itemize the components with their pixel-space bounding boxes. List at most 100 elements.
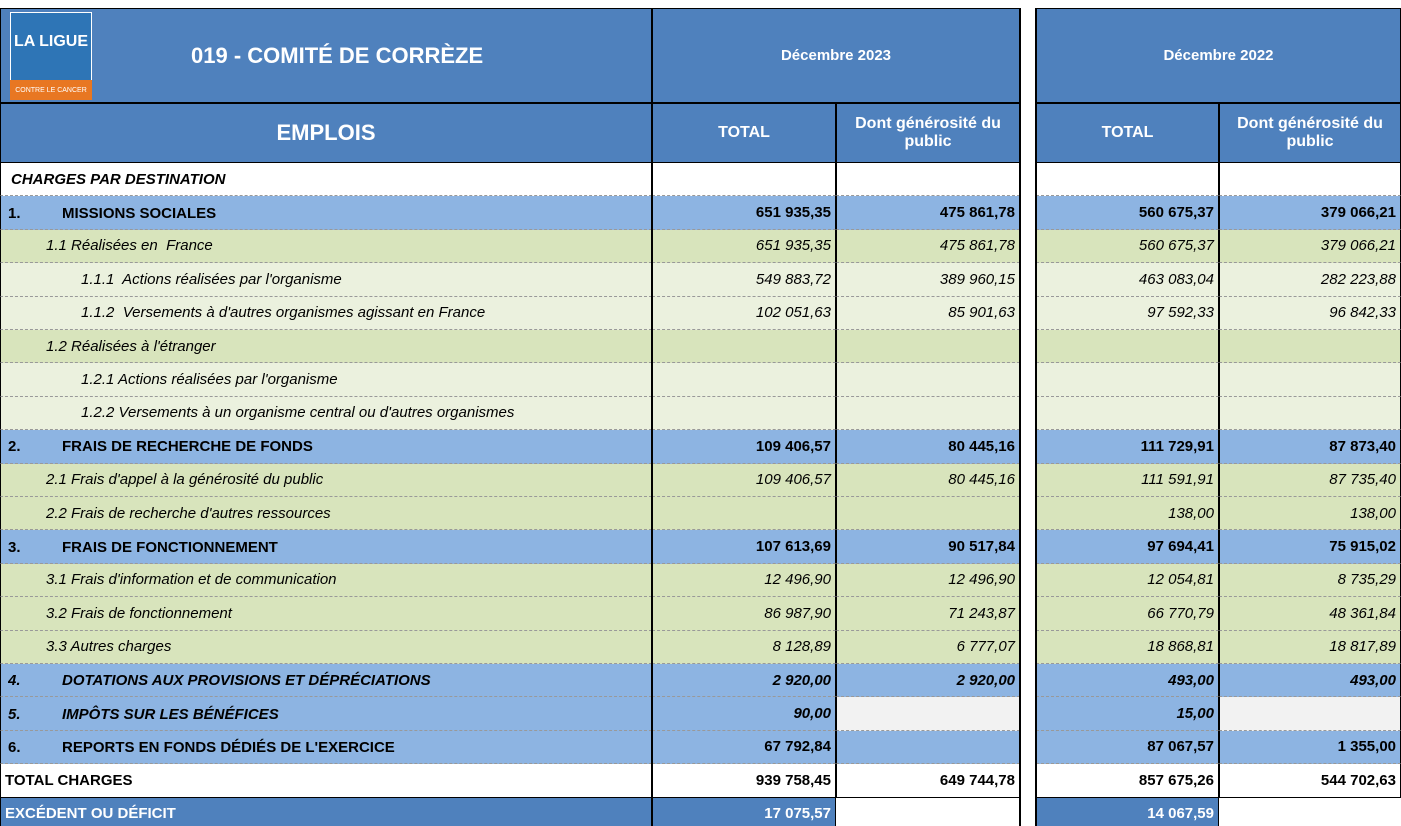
row-label-cell: 1.2.1 Actions réalisées par l'organisme bbox=[0, 363, 652, 397]
value-cell: 2 920,00 bbox=[652, 664, 836, 698]
value-cell: 18 868,81 bbox=[1036, 630, 1219, 664]
value-cell: 544 702,63 bbox=[1219, 764, 1401, 798]
value-cell: 109 406,57 bbox=[652, 430, 836, 464]
value-cell: 17 075,57 bbox=[652, 797, 836, 826]
header-title-cell: 019 - COMITÉ DE CORRÈZE bbox=[0, 8, 652, 103]
value-cell: 651 935,35 bbox=[652, 196, 836, 230]
value-cell: 475 861,78 bbox=[836, 229, 1020, 264]
empty-cell bbox=[836, 730, 1020, 765]
value-cell: 87 067,57 bbox=[1036, 730, 1219, 765]
row-number: 2. bbox=[8, 438, 21, 456]
value-cell: 109 406,57 bbox=[652, 463, 836, 497]
value-cell: 8 735,29 bbox=[1219, 563, 1401, 598]
value-cell: 649 744,78 bbox=[836, 764, 1020, 798]
row-label: DOTATIONS AUX PROVISIONS ET DÉPRÉCIATION… bbox=[62, 672, 431, 690]
row-number: 6. bbox=[8, 738, 21, 756]
value-cell: 111 591,91 bbox=[1036, 463, 1219, 497]
value-cell: 493,00 bbox=[1219, 664, 1401, 698]
value-cell: 80 445,16 bbox=[836, 463, 1020, 497]
empty-cell bbox=[1219, 163, 1401, 197]
value-cell: 14 067,59 bbox=[1036, 797, 1219, 826]
empty-cell bbox=[1219, 330, 1401, 364]
row-label-cell: 1.2.2 Versements à un organisme central … bbox=[0, 396, 652, 431]
row-label-cell: CHARGES PAR DESTINATION bbox=[0, 163, 652, 197]
empty-cell bbox=[836, 797, 1020, 826]
empty-cell bbox=[652, 163, 836, 197]
row-label-cell: 1.1.1 Actions réalisées par l'organisme bbox=[0, 263, 652, 297]
value-cell: 85 901,63 bbox=[836, 296, 1020, 330]
empty-cell bbox=[836, 697, 1020, 731]
row-label-cell: 2.1 Frais d'appel à la générosité du pub… bbox=[0, 463, 652, 497]
row-label: REPORTS EN FONDS DÉDIÉS DE L'EXERCICE bbox=[62, 738, 395, 756]
empty-cell bbox=[836, 396, 1020, 431]
empty-cell bbox=[1219, 797, 1401, 826]
empty-cell bbox=[1036, 396, 1219, 431]
value-cell: 18 817,89 bbox=[1219, 630, 1401, 664]
value-cell: 66 770,79 bbox=[1036, 597, 1219, 631]
empty-cell bbox=[836, 330, 1020, 364]
row-label-cell: 3.2 Frais de fonctionnement bbox=[0, 597, 652, 631]
value-cell: 282 223,88 bbox=[1219, 263, 1401, 297]
value-cell: 71 243,87 bbox=[836, 597, 1020, 631]
empty-cell bbox=[836, 363, 1020, 397]
row-label: FRAIS DE FONCTIONNEMENT bbox=[62, 538, 278, 556]
value-cell: 12 054,81 bbox=[1036, 563, 1219, 598]
value-cell: 475 861,78 bbox=[836, 196, 1020, 230]
empty-cell bbox=[1219, 363, 1401, 397]
empty-cell bbox=[1036, 363, 1219, 397]
column-header: Dont générosité du public bbox=[836, 103, 1020, 163]
row-label: MISSIONS SOCIALES bbox=[62, 204, 217, 222]
empty-cell bbox=[1219, 697, 1401, 731]
period-header: Décembre 2022 bbox=[1036, 8, 1401, 103]
value-cell: 12 496,90 bbox=[652, 563, 836, 598]
value-cell: 463 083,04 bbox=[1036, 263, 1219, 297]
value-cell: 857 675,26 bbox=[1036, 764, 1219, 798]
value-cell: 80 445,16 bbox=[836, 430, 1020, 464]
value-cell: 379 066,21 bbox=[1219, 229, 1401, 264]
value-cell: 1 355,00 bbox=[1219, 730, 1401, 765]
empty-cell bbox=[836, 497, 1020, 531]
row-label-cell: EXCÉDENT OU DÉFICIT bbox=[0, 797, 652, 826]
value-cell: 87 873,40 bbox=[1219, 430, 1401, 464]
column-divider bbox=[1035, 8, 1037, 826]
period-header: Décembre 2023 bbox=[652, 8, 1020, 103]
value-cell: 138,00 bbox=[1036, 497, 1219, 531]
value-cell: 107 613,69 bbox=[652, 530, 836, 564]
value-cell: 75 915,02 bbox=[1219, 530, 1401, 564]
section-header: EMPLOIS bbox=[0, 103, 652, 163]
column-header: TOTAL bbox=[1036, 103, 1219, 163]
empty-cell bbox=[1036, 330, 1219, 364]
row-label-cell: 2.2 Frais de recherche d'autres ressourc… bbox=[0, 497, 652, 531]
empty-cell bbox=[652, 330, 836, 364]
value-cell: 97 694,41 bbox=[1036, 530, 1219, 564]
value-cell: 90,00 bbox=[652, 697, 836, 731]
value-cell: 651 935,35 bbox=[652, 229, 836, 264]
value-cell: 939 758,45 bbox=[652, 764, 836, 798]
row-label-cell: 1.1.2 Versements à d'autres organismes a… bbox=[0, 296, 652, 330]
column-header: Dont générosité du public bbox=[1219, 103, 1401, 163]
value-cell: 15,00 bbox=[1036, 697, 1219, 731]
row-label-cell: 1.2 Réalisées à l'étranger bbox=[0, 330, 652, 364]
value-cell: 138,00 bbox=[1219, 497, 1401, 531]
row-number: 4. bbox=[8, 672, 21, 690]
value-cell: 96 842,33 bbox=[1219, 296, 1401, 330]
empty-cell bbox=[652, 363, 836, 397]
row-label-cell bbox=[0, 730, 652, 765]
value-cell: 111 729,91 bbox=[1036, 430, 1219, 464]
value-cell: 67 792,84 bbox=[652, 730, 836, 765]
empty-cell bbox=[652, 497, 836, 531]
value-cell: 560 675,37 bbox=[1036, 229, 1219, 264]
empty-cell bbox=[1036, 163, 1219, 197]
value-cell: 549 883,72 bbox=[652, 263, 836, 297]
row-number: 3. bbox=[8, 538, 21, 556]
row-label-cell: 3.1 Frais d'information et de communicat… bbox=[0, 563, 652, 598]
row-number: 5. bbox=[8, 705, 21, 723]
row-label-cell: 1.1 Réalisées en France bbox=[0, 229, 652, 264]
empty-cell bbox=[652, 396, 836, 431]
value-cell: 8 128,89 bbox=[652, 630, 836, 664]
value-cell: 48 361,84 bbox=[1219, 597, 1401, 631]
row-label: FRAIS DE RECHERCHE DE FONDS bbox=[62, 438, 313, 456]
column-divider bbox=[1019, 8, 1021, 826]
row-number: 1. bbox=[8, 204, 21, 222]
